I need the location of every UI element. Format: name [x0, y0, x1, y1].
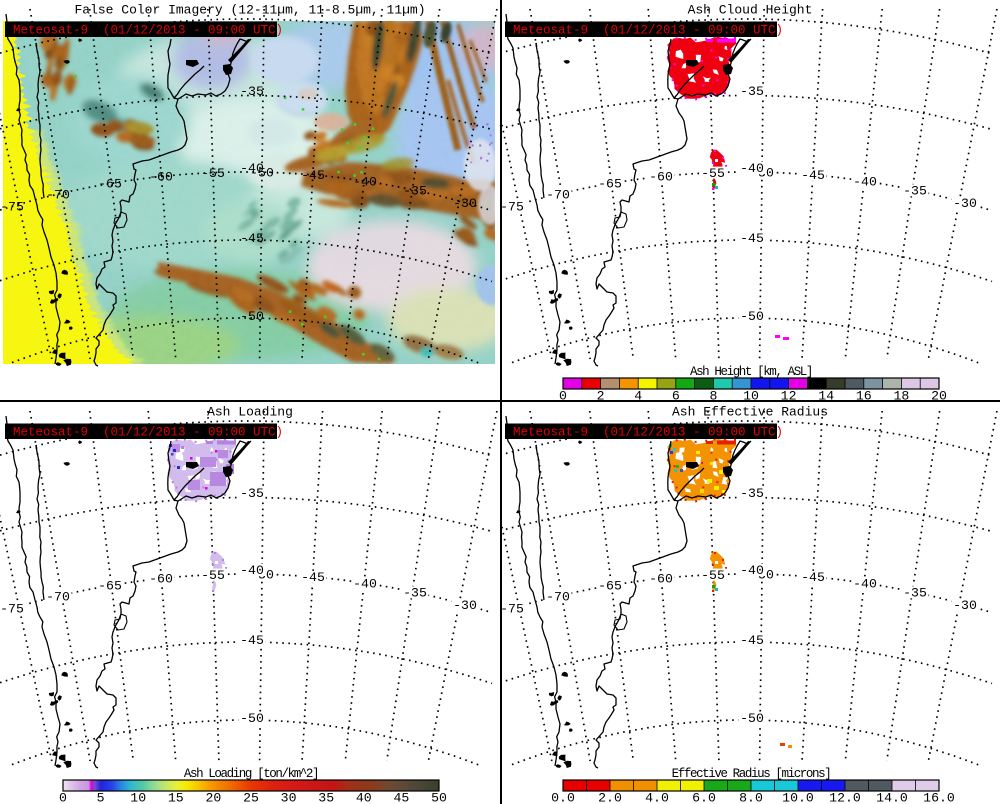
svg-text:-70: -70	[46, 589, 70, 604]
svg-text:-75: -75	[0, 200, 24, 215]
svg-text:-35: -35	[903, 184, 927, 199]
svg-text:-55: -55	[701, 166, 725, 181]
svg-text:-50: -50	[240, 711, 264, 726]
svg-text:-70: -70	[46, 187, 70, 202]
svg-text:-50: -50	[240, 309, 264, 324]
svg-text:-35: -35	[403, 586, 427, 601]
svg-text:False Color Imagery (12-11µm,: False Color Imagery (12-11µm, 11-8.5µm, …	[74, 3, 425, 18]
svg-text:-50: -50	[740, 711, 764, 726]
svg-text:-45: -45	[301, 168, 325, 183]
svg-text:-45: -45	[240, 231, 264, 246]
svg-text:10: 10	[130, 791, 146, 804]
svg-text:Ash Cloud Height: Ash Cloud Height	[688, 3, 813, 18]
svg-text:10: 10	[743, 389, 759, 403]
svg-text:12: 12	[781, 389, 797, 403]
svg-text:-30: -30	[953, 196, 977, 211]
svg-text:8: 8	[709, 389, 717, 403]
svg-text:-40: -40	[240, 563, 264, 578]
svg-text:-50: -50	[740, 309, 764, 324]
svg-text:-30: -30	[453, 196, 477, 211]
svg-text:-45: -45	[301, 570, 325, 585]
svg-text:Meteosat-9 (01/12/2013 - 09:0: Meteosat-9 (01/12/2013 - 09:00 UTC)	[513, 24, 783, 38]
svg-text:-60: -60	[649, 572, 673, 587]
svg-text:25: 25	[243, 791, 259, 804]
svg-text:-35: -35	[403, 184, 427, 199]
svg-text:4.0: 4.0	[645, 791, 669, 804]
svg-text:-45: -45	[801, 570, 825, 585]
svg-text:20: 20	[931, 389, 947, 403]
svg-text:-40: -40	[853, 576, 877, 591]
svg-text:-40: -40	[353, 174, 377, 189]
svg-text:18: 18	[893, 389, 909, 403]
svg-text:6: 6	[672, 389, 680, 403]
svg-text:-45: -45	[801, 168, 825, 183]
svg-text:-50: -50	[250, 165, 274, 180]
svg-text:-75: -75	[500, 602, 524, 617]
svg-text:-55: -55	[201, 568, 225, 583]
svg-text:30: 30	[281, 791, 297, 804]
svg-text:-35: -35	[903, 586, 927, 601]
svg-text:-30: -30	[453, 598, 477, 613]
svg-text:-65: -65	[98, 579, 122, 594]
svg-text:Ash Loading: Ash Loading	[207, 405, 293, 420]
svg-text:-40: -40	[740, 161, 764, 176]
svg-text:Meteosat-9 (01/12/2013 - 09:0: Meteosat-9 (01/12/2013 - 09:00 UTC)	[13, 426, 283, 440]
svg-text:-40: -40	[740, 563, 764, 578]
svg-text:-75: -75	[0, 602, 24, 617]
svg-text:-55: -55	[701, 568, 725, 583]
svg-text:-35: -35	[740, 84, 764, 99]
svg-text:Meteosat-9 (01/12/2013 - 09:0: Meteosat-9 (01/12/2013 - 09:00 UTC)	[513, 426, 783, 440]
svg-text:-45: -45	[740, 633, 764, 648]
svg-text:Meteosat-9 (01/12/2013 - 09:0: Meteosat-9 (01/12/2013 - 09:00 UTC)	[13, 24, 283, 38]
svg-text:2.0: 2.0	[598, 791, 622, 804]
svg-text:-35: -35	[240, 486, 264, 501]
svg-text:Ash Height [km, ASL]: Ash Height [km, ASL]	[690, 365, 812, 379]
svg-text:8.0: 8.0	[739, 791, 763, 804]
svg-text:40: 40	[356, 791, 372, 804]
svg-text:-75: -75	[500, 200, 524, 215]
svg-text:10.0: 10.0	[782, 791, 814, 804]
svg-text:-65: -65	[598, 177, 622, 192]
svg-text:20: 20	[205, 791, 221, 804]
svg-text:50: 50	[431, 791, 447, 804]
svg-text:-35: -35	[740, 486, 764, 501]
svg-text:-40: -40	[240, 161, 264, 176]
svg-text:-40: -40	[353, 576, 377, 591]
svg-text:4: 4	[634, 389, 642, 403]
svg-text:-60: -60	[649, 170, 673, 185]
svg-text:-60: -60	[149, 170, 173, 185]
svg-text:15: 15	[168, 791, 184, 804]
svg-text:-60: -60	[149, 572, 173, 587]
svg-text:-65: -65	[598, 579, 622, 594]
svg-text:5: 5	[97, 791, 105, 804]
svg-text:-35: -35	[240, 84, 264, 99]
svg-text:Effective Radius [microns]: Effective Radius [microns]	[672, 767, 831, 781]
svg-text:12.0: 12.0	[829, 791, 861, 804]
svg-text:-70: -70	[546, 589, 570, 604]
svg-text:6.0: 6.0	[692, 791, 716, 804]
svg-text:-30: -30	[953, 598, 977, 613]
svg-text:-45: -45	[240, 633, 264, 648]
svg-text:-45: -45	[740, 231, 764, 246]
svg-text:16.0: 16.0	[923, 791, 955, 804]
svg-text:0: 0	[59, 791, 67, 804]
svg-text:-65: -65	[98, 177, 122, 192]
svg-text:-70: -70	[546, 187, 570, 202]
svg-text:2: 2	[597, 389, 605, 403]
svg-text:0.0: 0.0	[551, 791, 575, 804]
svg-text:0: 0	[559, 389, 567, 403]
svg-text:-40: -40	[853, 174, 877, 189]
svg-text:16: 16	[856, 389, 872, 403]
svg-text:14.0: 14.0	[876, 791, 908, 804]
svg-text:Ash Effective Radius: Ash Effective Radius	[672, 405, 828, 420]
svg-text:Ash Loading [ton/km^2]: Ash Loading [ton/km^2]	[184, 767, 318, 781]
svg-text:14: 14	[818, 389, 834, 403]
svg-text:45: 45	[393, 791, 409, 804]
svg-text:35: 35	[318, 791, 334, 804]
svg-text:-55: -55	[201, 166, 225, 181]
